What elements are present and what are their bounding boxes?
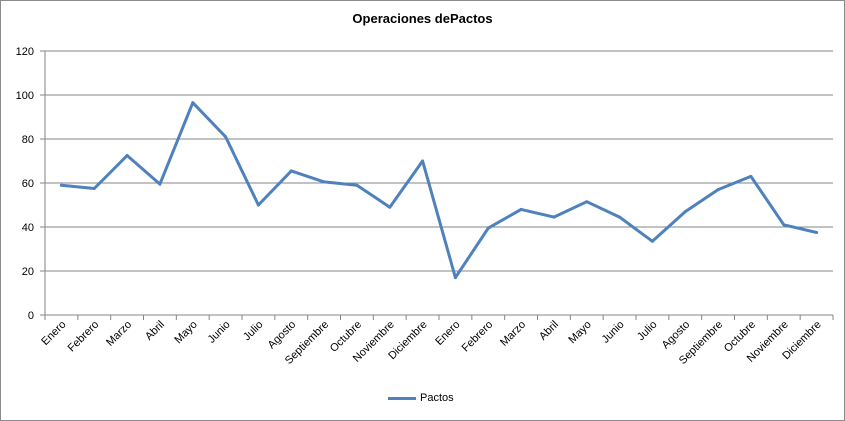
- y-tick-label: 0: [28, 310, 34, 322]
- data-point: [92, 187, 96, 190]
- legend-swatch: [388, 396, 416, 400]
- y-axis-tick-labels: 0 20 40 60 80 100 120: [16, 46, 45, 322]
- x-tick-label: Abril: [537, 319, 561, 343]
- data-point: [585, 200, 589, 204]
- legend: Pactos: [388, 390, 454, 406]
- chart-title: Operaciones dePactos: [352, 11, 493, 26]
- x-tick-label: Julio: [241, 319, 265, 343]
- x-tick-label: Agosto: [660, 319, 693, 352]
- legend-label: Pactos: [420, 392, 454, 404]
- x-tick-label: Junio: [206, 319, 233, 346]
- data-point: [749, 174, 753, 178]
- x-tick-label: Agosto: [266, 319, 299, 352]
- data-point: [815, 231, 819, 234]
- x-axis: [44, 51, 834, 320]
- data-point: [683, 210, 687, 214]
- x-tick-label: Mayo: [172, 319, 200, 347]
- y-tick-label: 100: [16, 90, 34, 102]
- data-point: [224, 135, 228, 139]
- x-tick-label: Enero: [433, 319, 462, 348]
- data-point: [256, 203, 260, 207]
- data-point: [388, 205, 392, 209]
- data-point: [421, 159, 425, 163]
- data-point: [453, 276, 457, 280]
- data-point: [289, 169, 293, 173]
- data-point: [158, 182, 162, 186]
- x-tick-label: Mayo: [566, 319, 594, 347]
- y-tick-label: 20: [22, 266, 34, 278]
- x-tick-label: Abril: [143, 319, 167, 343]
- series-layer: [59, 101, 819, 280]
- y-tick-label: 60: [22, 178, 34, 190]
- x-tick-label: Febrero: [460, 319, 496, 355]
- x-tick-label: Marzo: [498, 319, 528, 349]
- data-point: [486, 226, 490, 230]
- x-tick-label: Junio: [600, 319, 627, 346]
- x-tick-label: Enero: [39, 319, 68, 348]
- gridlines: [45, 50, 833, 272]
- data-point: [782, 223, 786, 227]
- series-line-pactos: [59, 101, 819, 280]
- data-point: [355, 183, 359, 187]
- data-point: [59, 183, 63, 187]
- x-tick-label: Febrero: [66, 319, 102, 355]
- data-point: [552, 215, 556, 219]
- data-point: [125, 154, 129, 157]
- y-tick-label: 80: [22, 134, 34, 146]
- data-point: [519, 207, 523, 211]
- data-point: [650, 239, 654, 243]
- data-point: [618, 215, 622, 219]
- data-point: [716, 188, 720, 192]
- y-tick-label: 40: [22, 222, 34, 234]
- y-tick-label: 120: [16, 46, 34, 58]
- data-point: [322, 180, 326, 184]
- data-point: [191, 101, 195, 105]
- x-tick-label: Julio: [635, 319, 659, 343]
- x-tick-label: Marzo: [104, 319, 134, 349]
